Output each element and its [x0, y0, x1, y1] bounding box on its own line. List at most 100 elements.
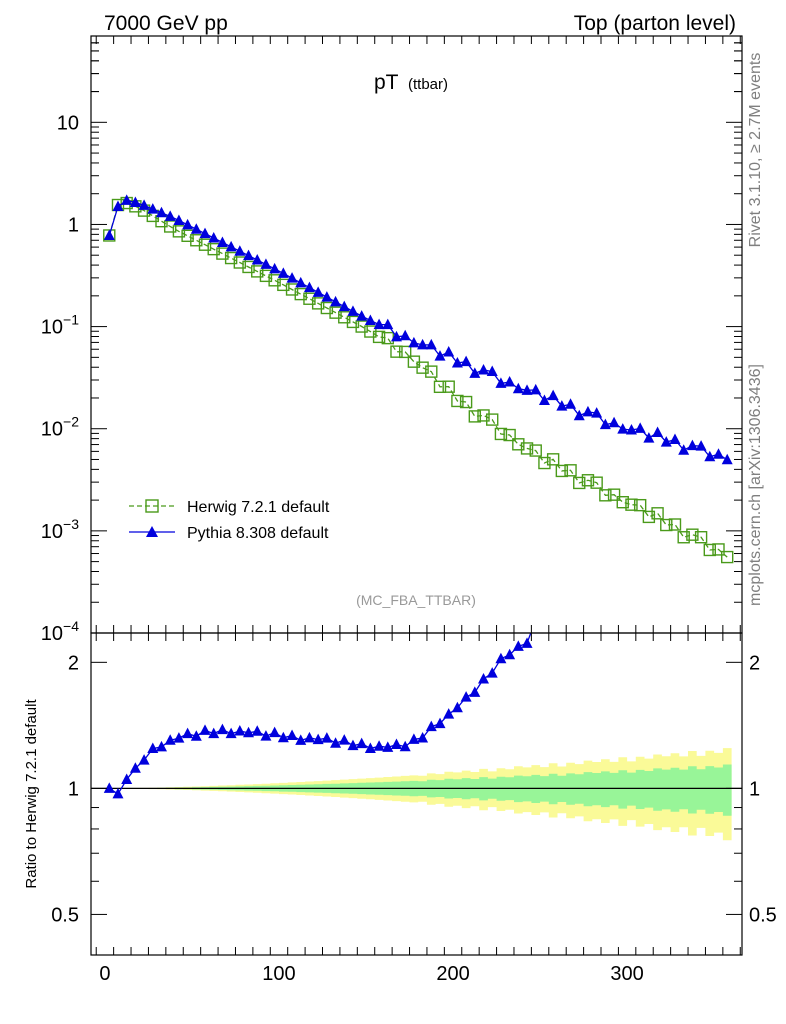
ratio-point [478, 673, 490, 684]
ratio-point [338, 734, 350, 745]
herwig-point [520, 442, 534, 455]
herwig-point [329, 306, 342, 319]
ratio-point [147, 742, 159, 754]
legend: Herwig 7.2.1 default Pythia 8.308 defaul… [129, 499, 330, 542]
herwig-point [372, 330, 386, 344]
pythia-point [652, 426, 664, 437]
pythia-point [312, 286, 324, 297]
ratio-point [295, 734, 307, 745]
pythia-point [295, 276, 307, 288]
herwig-point [285, 283, 299, 296]
herwig-point [494, 427, 508, 441]
pythia-point [582, 405, 594, 417]
pythia-point [495, 377, 507, 388]
ratio-point [155, 740, 167, 752]
herwig-point [277, 278, 290, 292]
watermark: (MC_FBA_TTBAR) [356, 592, 476, 608]
herwig-point [625, 498, 638, 511]
ratio-point [521, 637, 533, 648]
uncertainty-band-inner [104, 764, 732, 816]
pythia-point [155, 206, 167, 218]
pythia-point [260, 258, 272, 269]
ratio-point [390, 738, 402, 750]
ratio-point [399, 740, 411, 752]
pythia-point [573, 409, 585, 421]
ratio-point [504, 648, 516, 660]
pythia-point [356, 310, 368, 321]
ratio-point [425, 720, 437, 732]
pythia-point [390, 330, 402, 342]
ratio-point [356, 737, 368, 749]
herwig-line [108, 202, 728, 558]
ratio-point [121, 773, 133, 785]
herwig-point [529, 444, 542, 457]
pythia-point [225, 240, 237, 252]
herwig-point [599, 489, 612, 502]
herwig-point [181, 229, 194, 243]
ratio-point [469, 686, 481, 697]
herwig-point [442, 380, 455, 393]
pythia-point [617, 423, 629, 434]
pythia-point [660, 436, 672, 447]
herwig-point [268, 274, 281, 287]
ratio-point [303, 731, 315, 743]
herwig-point [398, 345, 412, 359]
pythia-point [530, 383, 542, 395]
legend-pythia-label: Pythia 8.308 default [187, 525, 329, 542]
herwig-point [224, 251, 238, 265]
herwig-point [338, 311, 351, 324]
ratio-point [225, 727, 237, 739]
pythia-point [521, 384, 533, 395]
pythia-point [216, 236, 228, 247]
ratio-y-tick-label-right: 1 [749, 778, 760, 800]
pythia-point [608, 416, 620, 428]
ratio-point [417, 731, 429, 743]
legend-herwig-swatch [129, 499, 175, 513]
pythia-point [678, 444, 690, 455]
x-tick-label: 0 [99, 963, 110, 985]
header-left: 7000 GeV pp [104, 12, 228, 35]
herwig-point [251, 265, 264, 278]
herwig-point [416, 361, 429, 374]
pythia-point [634, 422, 646, 433]
pythia-point [478, 363, 490, 375]
panel-title-main: pT [374, 71, 399, 94]
pythia-point [538, 394, 550, 406]
ratio-point [460, 691, 472, 702]
pythia-point [208, 232, 220, 243]
herwig-point [477, 409, 490, 422]
herwig-point [216, 247, 229, 260]
pythia-point [643, 432, 655, 443]
pythia-point [599, 418, 611, 430]
ratio-point [243, 726, 255, 738]
y-tick-label: 10−3 [41, 516, 79, 543]
ratio-y-tick-label-right: 0.5 [749, 904, 777, 926]
ratio-point [286, 729, 298, 741]
y-tick-label: 10−4 [41, 618, 79, 645]
pythia-point [556, 400, 568, 411]
herwig-point [651, 507, 664, 520]
ratio-point [138, 754, 150, 765]
herwig-point [451, 394, 464, 408]
herwig-point [573, 476, 586, 490]
herwig-point [590, 476, 603, 489]
pythia-point [243, 249, 255, 261]
herwig-point [468, 410, 482, 423]
pythia-point [408, 336, 420, 348]
herwig-point [320, 301, 334, 315]
ratio-point [364, 742, 376, 754]
pythia-point [321, 291, 333, 302]
pythia-point [190, 223, 202, 234]
ratio-point [495, 652, 507, 664]
ratio-point [251, 725, 263, 736]
ratio-point [512, 640, 524, 651]
x-tick-label: 100 [262, 963, 295, 985]
pythia-point [669, 433, 681, 445]
panel-title: pT (ttbar) [374, 71, 448, 94]
main-panel: pT (ttbar) (MC_FBA_TTBAR) 10 1 10−1 10−2 10−… [41, 35, 743, 645]
pythia-point [591, 407, 603, 418]
ratio-point [451, 701, 463, 713]
herwig-point [433, 380, 447, 394]
pythia-point [347, 305, 359, 316]
